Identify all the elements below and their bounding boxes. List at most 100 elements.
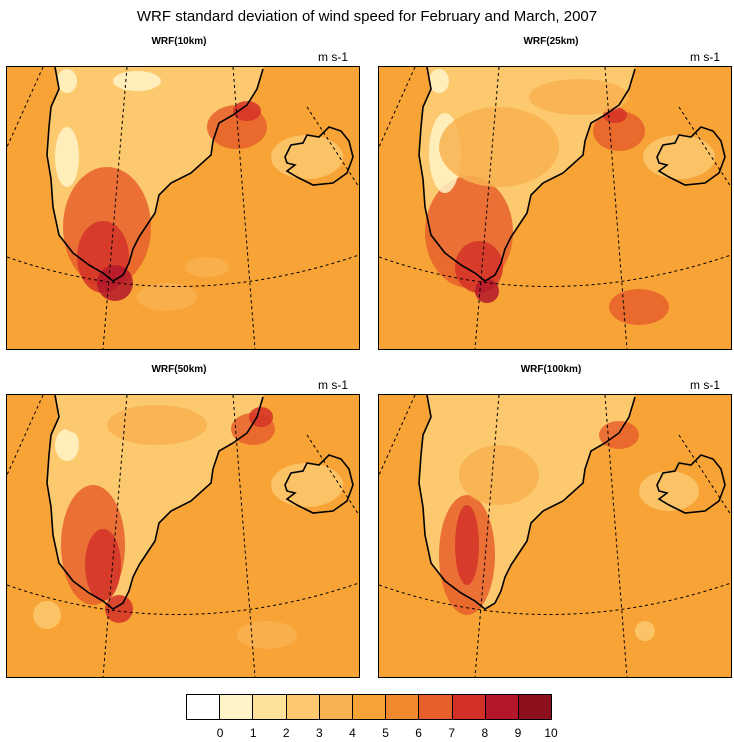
wind-variability-patch (113, 71, 161, 91)
graticule-line (232, 67, 256, 349)
graticule-line (102, 395, 128, 677)
wind-variability-patch (271, 135, 343, 179)
graticule-line (678, 106, 731, 188)
panel-title: WRF(10km) (151, 36, 207, 47)
wind-variability-patch (107, 405, 207, 445)
colorbar-swatch (485, 695, 519, 719)
graticule-line (379, 254, 731, 287)
panel-unit: m s-1 (318, 378, 348, 392)
wind-variability-patch (271, 463, 343, 507)
wind-variability-patch (599, 421, 639, 449)
wind-variability-patch (475, 279, 499, 303)
map-svg (379, 395, 731, 677)
map-plot (378, 394, 732, 678)
panel-unit: m s-1 (690, 378, 720, 392)
panel-wrf-25km: WRF(25km) m s-1 (372, 30, 732, 351)
colorbar-tick-label: 10 (544, 726, 558, 740)
panel-wrf-100km: WRF(100km) m s-1 (372, 358, 732, 679)
colorbar-swatch (386, 695, 420, 719)
iceland-coastline (656, 454, 726, 514)
colorbar-swatch (419, 695, 453, 719)
wind-variability-patch (233, 101, 261, 121)
wind-variability-patch (249, 407, 273, 427)
panel-title: WRF(50km) (151, 364, 207, 375)
panel-wrf-10km: WRF(10km) m s-1 (0, 30, 360, 351)
graticule-line (474, 67, 500, 349)
wind-variability-patch (529, 79, 629, 115)
wind-variability-patch (433, 415, 485, 455)
map-svg (379, 67, 731, 349)
map-plot (6, 394, 360, 678)
greenland-coastline (418, 67, 636, 282)
wind-variability-patch (85, 529, 121, 601)
wind-variability-patch (57, 69, 77, 93)
wind-variability-patch (157, 73, 257, 101)
colorbar-tick-label: 8 (481, 726, 489, 740)
map-plot (378, 66, 732, 350)
colorbar-swatch (253, 695, 287, 719)
colorbar-swatch (187, 695, 221, 719)
wind-variability-patch (609, 289, 669, 325)
figure-title: WRF standard deviation of wind speed for… (136, 8, 598, 25)
wind-variability-patch (643, 135, 715, 179)
wind-variability-patch (87, 85, 167, 129)
colorbar-swatch (319, 695, 353, 719)
panel-unit: m s-1 (318, 50, 348, 64)
wind-variability-patch (639, 471, 699, 511)
panel-title: WRF(25km) (523, 36, 579, 47)
colorbar-swatch (452, 695, 486, 719)
wind-variability-patch (105, 595, 133, 623)
graticule-line (604, 395, 628, 677)
wind-variability-patch (439, 107, 559, 187)
wind-variability-patch (55, 127, 79, 187)
map-svg (7, 67, 359, 349)
colorbar (186, 694, 552, 720)
colorbar-tick-label: 3 (316, 726, 323, 740)
colorbar-tick-label: 2 (282, 726, 290, 740)
iceland-coastline (284, 454, 354, 514)
colorbar-tick-label: 4 (349, 726, 356, 740)
panel-title: WRF(100km) (520, 364, 582, 375)
graticule-line (7, 395, 44, 476)
graticule-line (232, 395, 256, 677)
colorbar-swatch (220, 695, 254, 719)
map-plot (6, 66, 360, 350)
wind-variability-patch (137, 283, 197, 311)
colorbar-swatch (518, 695, 552, 719)
graticule-line (7, 582, 359, 615)
colorbar-tick-label: 9 (514, 726, 522, 740)
colorbar-tick-label: 0 (216, 726, 224, 740)
wind-variability-patch (237, 621, 297, 649)
wind-variability-patch (455, 505, 479, 585)
graticule-line (379, 395, 416, 476)
graticule-line (7, 67, 44, 148)
graticule-line (379, 67, 416, 148)
wind-variability-patch (635, 621, 655, 641)
colorbar-tick-label: 7 (448, 726, 456, 740)
graticule-line (7, 254, 359, 287)
greenland-coastline (46, 395, 264, 610)
greenland-coastline (46, 67, 264, 282)
wind-variability-patch (185, 257, 229, 277)
graticule-line (102, 67, 128, 349)
graticule-line (379, 582, 731, 615)
map-svg (7, 395, 359, 677)
wind-variability-patch (459, 445, 539, 505)
greenland-coastline (418, 395, 636, 610)
colorbar-tick-label: 6 (415, 726, 422, 740)
colorbar-swatch (286, 695, 320, 719)
colorbar-tick-label: 1 (249, 726, 257, 740)
iceland-coastline (284, 126, 354, 186)
panel-wrf-50km: WRF(50km) m s-1 (0, 358, 360, 679)
graticule-line (306, 434, 359, 516)
graticule-line (678, 434, 731, 516)
iceland-coastline (656, 126, 726, 186)
wind-variability-patch (57, 395, 117, 435)
wind-variability-patch (593, 111, 645, 151)
wind-variability-patch (97, 265, 133, 301)
graticule-line (604, 67, 628, 349)
wind-variability-patch (429, 69, 449, 93)
wind-variability-patch (33, 601, 61, 629)
colorbar-tick-label: 5 (382, 726, 389, 740)
panel-unit: m s-1 (690, 50, 720, 64)
